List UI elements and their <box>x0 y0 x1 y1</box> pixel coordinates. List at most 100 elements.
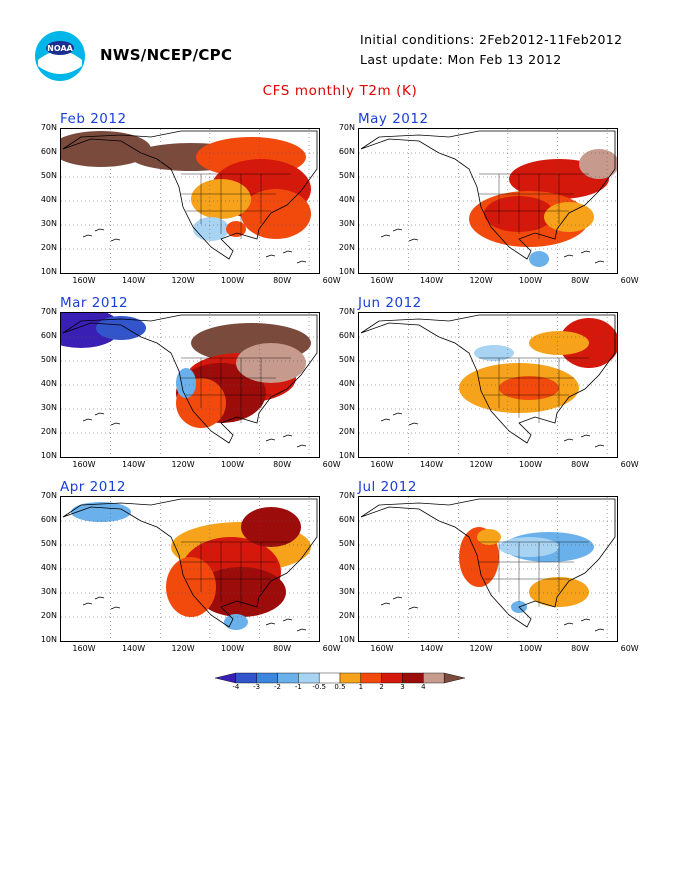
lon-tick-label: 100W <box>221 460 245 469</box>
island <box>82 234 93 238</box>
lon-tick-label: 100W <box>519 644 543 653</box>
panel-title: Jun 2012 <box>358 295 422 311</box>
lon-tick-label: 140W <box>121 276 146 285</box>
anomaly-region <box>544 202 594 232</box>
lon-tick-label: 60W <box>322 460 341 469</box>
lat-tick-label: 70N <box>338 491 355 500</box>
colorbar-swatch <box>214 672 237 684</box>
island <box>594 628 605 632</box>
island <box>296 260 307 264</box>
island <box>380 418 391 422</box>
colorbar-swatch <box>318 672 341 684</box>
map-panel <box>358 312 618 458</box>
lon-tick-label: 160W <box>370 276 394 285</box>
island <box>563 254 574 258</box>
map-panel <box>358 128 618 274</box>
lat-tick-label: 50N <box>40 171 57 180</box>
lat-tick-label: 60N <box>40 147 57 156</box>
lat-tick-label: 70N <box>338 123 355 132</box>
lon-tick-label: 120W <box>171 644 195 653</box>
lon-tick-label: 120W <box>469 644 493 653</box>
island <box>392 412 403 416</box>
lat-tick-label: 20N <box>40 611 57 620</box>
island <box>282 618 293 622</box>
lat-tick-label: 50N <box>40 539 57 548</box>
island <box>110 422 121 426</box>
coastline <box>360 130 616 260</box>
lon-tick-label: 160W <box>72 644 96 653</box>
lon-tick-label: 80W <box>571 276 590 285</box>
lat-tick-label: 20N <box>40 427 57 436</box>
last-update: Last update: Mon Feb 13 2012 <box>360 52 562 67</box>
island <box>563 622 574 626</box>
colorbar-tick-label: 1 <box>358 683 364 691</box>
coastline <box>360 498 616 628</box>
island <box>282 434 293 438</box>
panel-title: May 2012 <box>358 111 429 127</box>
lon-tick-label: 60W <box>322 276 341 285</box>
lat-tick-label: 40N <box>40 563 57 572</box>
lat-tick-label: 60N <box>40 515 57 524</box>
colorbar-swatch <box>256 672 278 684</box>
island <box>265 254 276 258</box>
lon-tick-label: 100W <box>221 644 245 653</box>
lon-tick-label: 80W <box>273 276 292 285</box>
lat-tick-label: 50N <box>338 539 355 548</box>
lat-tick-label: 30N <box>40 219 57 228</box>
island <box>110 606 121 610</box>
anomaly-region <box>477 529 501 545</box>
colorbar-svg <box>214 672 466 684</box>
map-svg <box>61 497 319 641</box>
island <box>94 412 105 416</box>
colorbar-swatch <box>298 672 320 684</box>
island <box>94 228 105 232</box>
island <box>282 250 293 254</box>
island <box>380 234 391 238</box>
svg-text:NOAA: NOAA <box>47 44 73 53</box>
map-svg <box>359 313 617 457</box>
lon-tick-label: 80W <box>273 644 292 653</box>
anomaly-region <box>579 149 617 179</box>
lon-tick-label: 140W <box>121 644 146 653</box>
lat-tick-label: 40N <box>338 379 355 388</box>
island <box>82 602 93 606</box>
lat-tick-label: 30N <box>338 403 355 412</box>
map-panel <box>358 496 618 642</box>
lat-tick-label: 40N <box>40 195 57 204</box>
lat-tick-label: 10N <box>40 635 57 644</box>
noaa-logo: NOAA <box>34 30 86 82</box>
map-panel <box>60 312 320 458</box>
lon-tick-label: 120W <box>171 276 195 285</box>
island <box>594 444 605 448</box>
colorbar-tick-label: -4 <box>232 683 240 691</box>
anomaly-region <box>96 316 146 340</box>
colorbar-tick-label: 2 <box>379 683 384 691</box>
state-boundaries <box>181 541 291 607</box>
anomaly-region <box>61 131 151 167</box>
anomaly-region <box>529 251 549 267</box>
island <box>296 628 307 632</box>
colorbar-tick-label: 0.5 <box>334 683 346 691</box>
lat-tick-label: 50N <box>40 355 57 364</box>
state-boundaries <box>479 541 589 607</box>
lon-tick-label: 80W <box>571 460 590 469</box>
lat-tick-label: 30N <box>40 587 57 596</box>
lon-tick-label: 140W <box>419 460 444 469</box>
colorbar-tick-label: -0.5 <box>312 683 326 691</box>
lat-tick-label: 60N <box>40 331 57 340</box>
lon-tick-label: 60W <box>322 644 341 653</box>
colorbar-swatch <box>339 672 362 684</box>
island <box>82 418 93 422</box>
lat-tick-label: 10N <box>338 267 355 276</box>
colorbar-swatch <box>381 672 403 684</box>
lon-tick-label: 160W <box>370 644 394 653</box>
lat-tick-label: 20N <box>338 243 355 252</box>
anomaly-region <box>499 376 559 400</box>
colorbar-swatch <box>360 672 382 684</box>
anomaly-region <box>241 189 311 239</box>
lat-tick-label: 50N <box>338 171 355 180</box>
map-svg <box>359 497 617 641</box>
state-boundaries <box>181 173 291 239</box>
lon-tick-label: 60W <box>620 460 639 469</box>
map-svg <box>61 129 319 273</box>
